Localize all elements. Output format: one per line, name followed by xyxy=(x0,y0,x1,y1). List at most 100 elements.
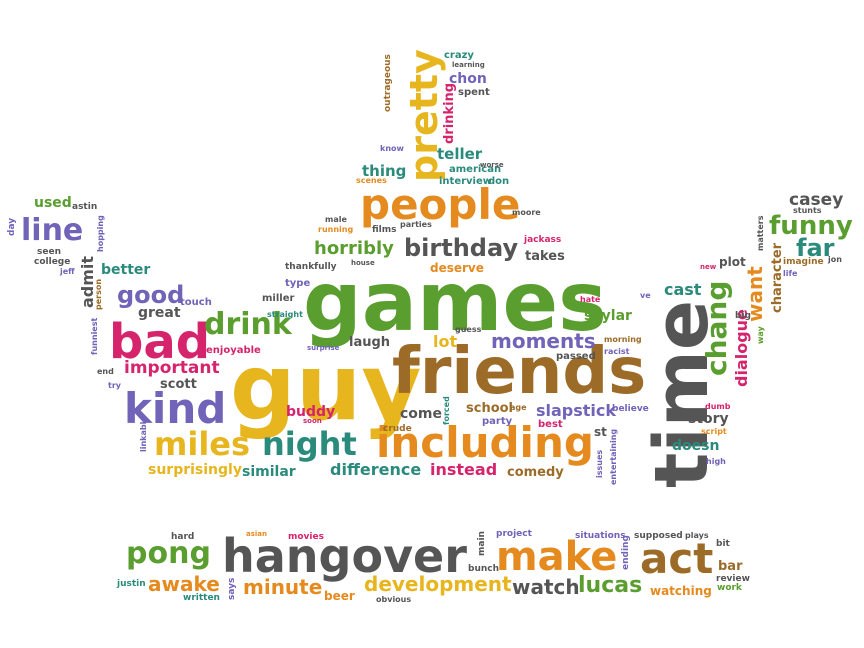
word-drinking: drinking xyxy=(442,82,457,144)
word-awake: awake xyxy=(148,572,220,596)
word-moore: moore xyxy=(512,208,541,217)
word-buddy: buddy xyxy=(286,404,336,420)
word-big: big xyxy=(735,311,751,321)
word-thankfully: thankfully xyxy=(285,262,337,272)
word-learning: learning xyxy=(452,61,485,69)
word-jon: jon xyxy=(828,255,842,264)
word-parties: parties xyxy=(400,220,432,229)
word-crazy: crazy xyxy=(444,50,474,61)
word-better: better xyxy=(101,262,151,278)
word-astin: astin xyxy=(72,202,98,212)
word-justin: justin xyxy=(117,579,146,589)
word-asian: asian xyxy=(246,530,267,538)
word-college: college xyxy=(34,257,71,267)
word-hard: hard xyxy=(171,532,195,542)
word-crude: crude xyxy=(383,424,412,434)
word-spent: spent xyxy=(458,87,490,98)
word-script: script xyxy=(701,427,727,436)
word-school: school xyxy=(466,401,514,416)
word-life: life xyxy=(783,269,798,278)
word-difference: difference xyxy=(330,460,422,479)
word-guess: guess xyxy=(455,325,482,334)
word-people: people xyxy=(360,180,521,229)
word-miller: miller xyxy=(262,293,295,304)
word-bunch: bunch xyxy=(468,564,499,574)
word-dumb: dumb xyxy=(705,402,731,411)
word-morning: morning xyxy=(604,335,642,344)
word-high: high xyxy=(706,457,726,466)
word-obvious: obvious xyxy=(376,595,412,604)
word-scenes: scenes xyxy=(356,176,387,185)
word-funniest: funniest xyxy=(90,317,99,355)
word-racist: racist xyxy=(604,347,630,356)
word-lucas: lucas xyxy=(578,573,643,598)
word-thing: thing xyxy=(362,162,407,180)
word-comedy: comedy xyxy=(507,465,564,480)
word-great: great xyxy=(138,305,181,321)
word-type: type xyxy=(285,278,311,289)
word-entertaining: entertaining xyxy=(609,428,618,485)
word-best: best xyxy=(538,419,563,430)
word-age: age xyxy=(510,403,527,412)
word-main: main xyxy=(477,531,487,556)
word-plays: plays xyxy=(685,531,709,540)
word-jeff: jeff xyxy=(60,267,75,276)
word-miles: miles xyxy=(154,425,251,463)
word-including: including xyxy=(376,418,594,467)
word-soon: soon xyxy=(303,417,322,425)
word-male: male xyxy=(325,215,347,224)
word-chang: chang xyxy=(700,280,733,376)
word-pong: pong xyxy=(126,536,211,571)
word-laugh: laugh xyxy=(349,335,391,350)
word-bit: bit xyxy=(716,539,730,549)
word-ve: ve xyxy=(640,291,651,300)
word-running: running xyxy=(318,225,354,234)
word-scott: scott xyxy=(160,377,197,392)
word-imagine: imagine xyxy=(783,257,824,267)
word-new: new xyxy=(700,263,717,271)
word-surprise: surprise xyxy=(307,344,340,352)
word-linkable: linkable xyxy=(139,416,148,452)
word-story: story xyxy=(688,411,729,427)
word-matters: matters xyxy=(756,215,765,251)
word-plot: plot xyxy=(719,255,746,269)
word-teller: teller xyxy=(437,145,483,163)
word-straight: straight xyxy=(267,310,303,319)
word-supposed: supposed xyxy=(634,531,683,541)
word-day: day xyxy=(7,217,17,236)
word-st: st xyxy=(594,425,607,439)
word-passed: passed xyxy=(556,351,596,362)
word-says: says xyxy=(227,577,237,600)
word-don: don xyxy=(488,176,510,187)
word-bad: bad xyxy=(109,314,211,370)
word-worse: worse xyxy=(480,161,504,169)
word-funny: funny xyxy=(769,211,853,241)
word-moments: moments xyxy=(491,329,596,353)
word-watching: watching xyxy=(650,584,712,598)
word-situations: situations xyxy=(575,531,626,541)
word-make: make xyxy=(496,534,618,580)
word-know: know xyxy=(380,144,404,153)
word-used: used xyxy=(34,195,72,211)
word-house: house xyxy=(351,259,375,267)
word-come: come xyxy=(400,406,442,422)
word-try: try xyxy=(108,381,121,390)
word-end: end xyxy=(97,367,114,376)
word-takes: takes xyxy=(525,249,565,264)
word-interview: interview xyxy=(439,176,493,187)
word-enjoyable: enjoyable xyxy=(206,345,261,356)
word-casey: casey xyxy=(789,190,844,210)
word-touch: touch xyxy=(180,297,212,308)
word-project: project xyxy=(496,529,532,539)
word-written: written xyxy=(183,593,220,603)
word-hangover: hangover xyxy=(222,529,467,583)
word-jackass: jackass xyxy=(524,235,562,245)
word-lot: lot xyxy=(433,332,458,351)
word-skylar: skylar xyxy=(584,308,632,324)
word-forced: forced xyxy=(442,396,451,425)
word-minute: minute xyxy=(243,575,323,599)
word-deserve: deserve xyxy=(430,261,484,275)
word-stunts: stunts xyxy=(793,206,822,215)
word-slapstick: slapstick xyxy=(536,401,617,420)
